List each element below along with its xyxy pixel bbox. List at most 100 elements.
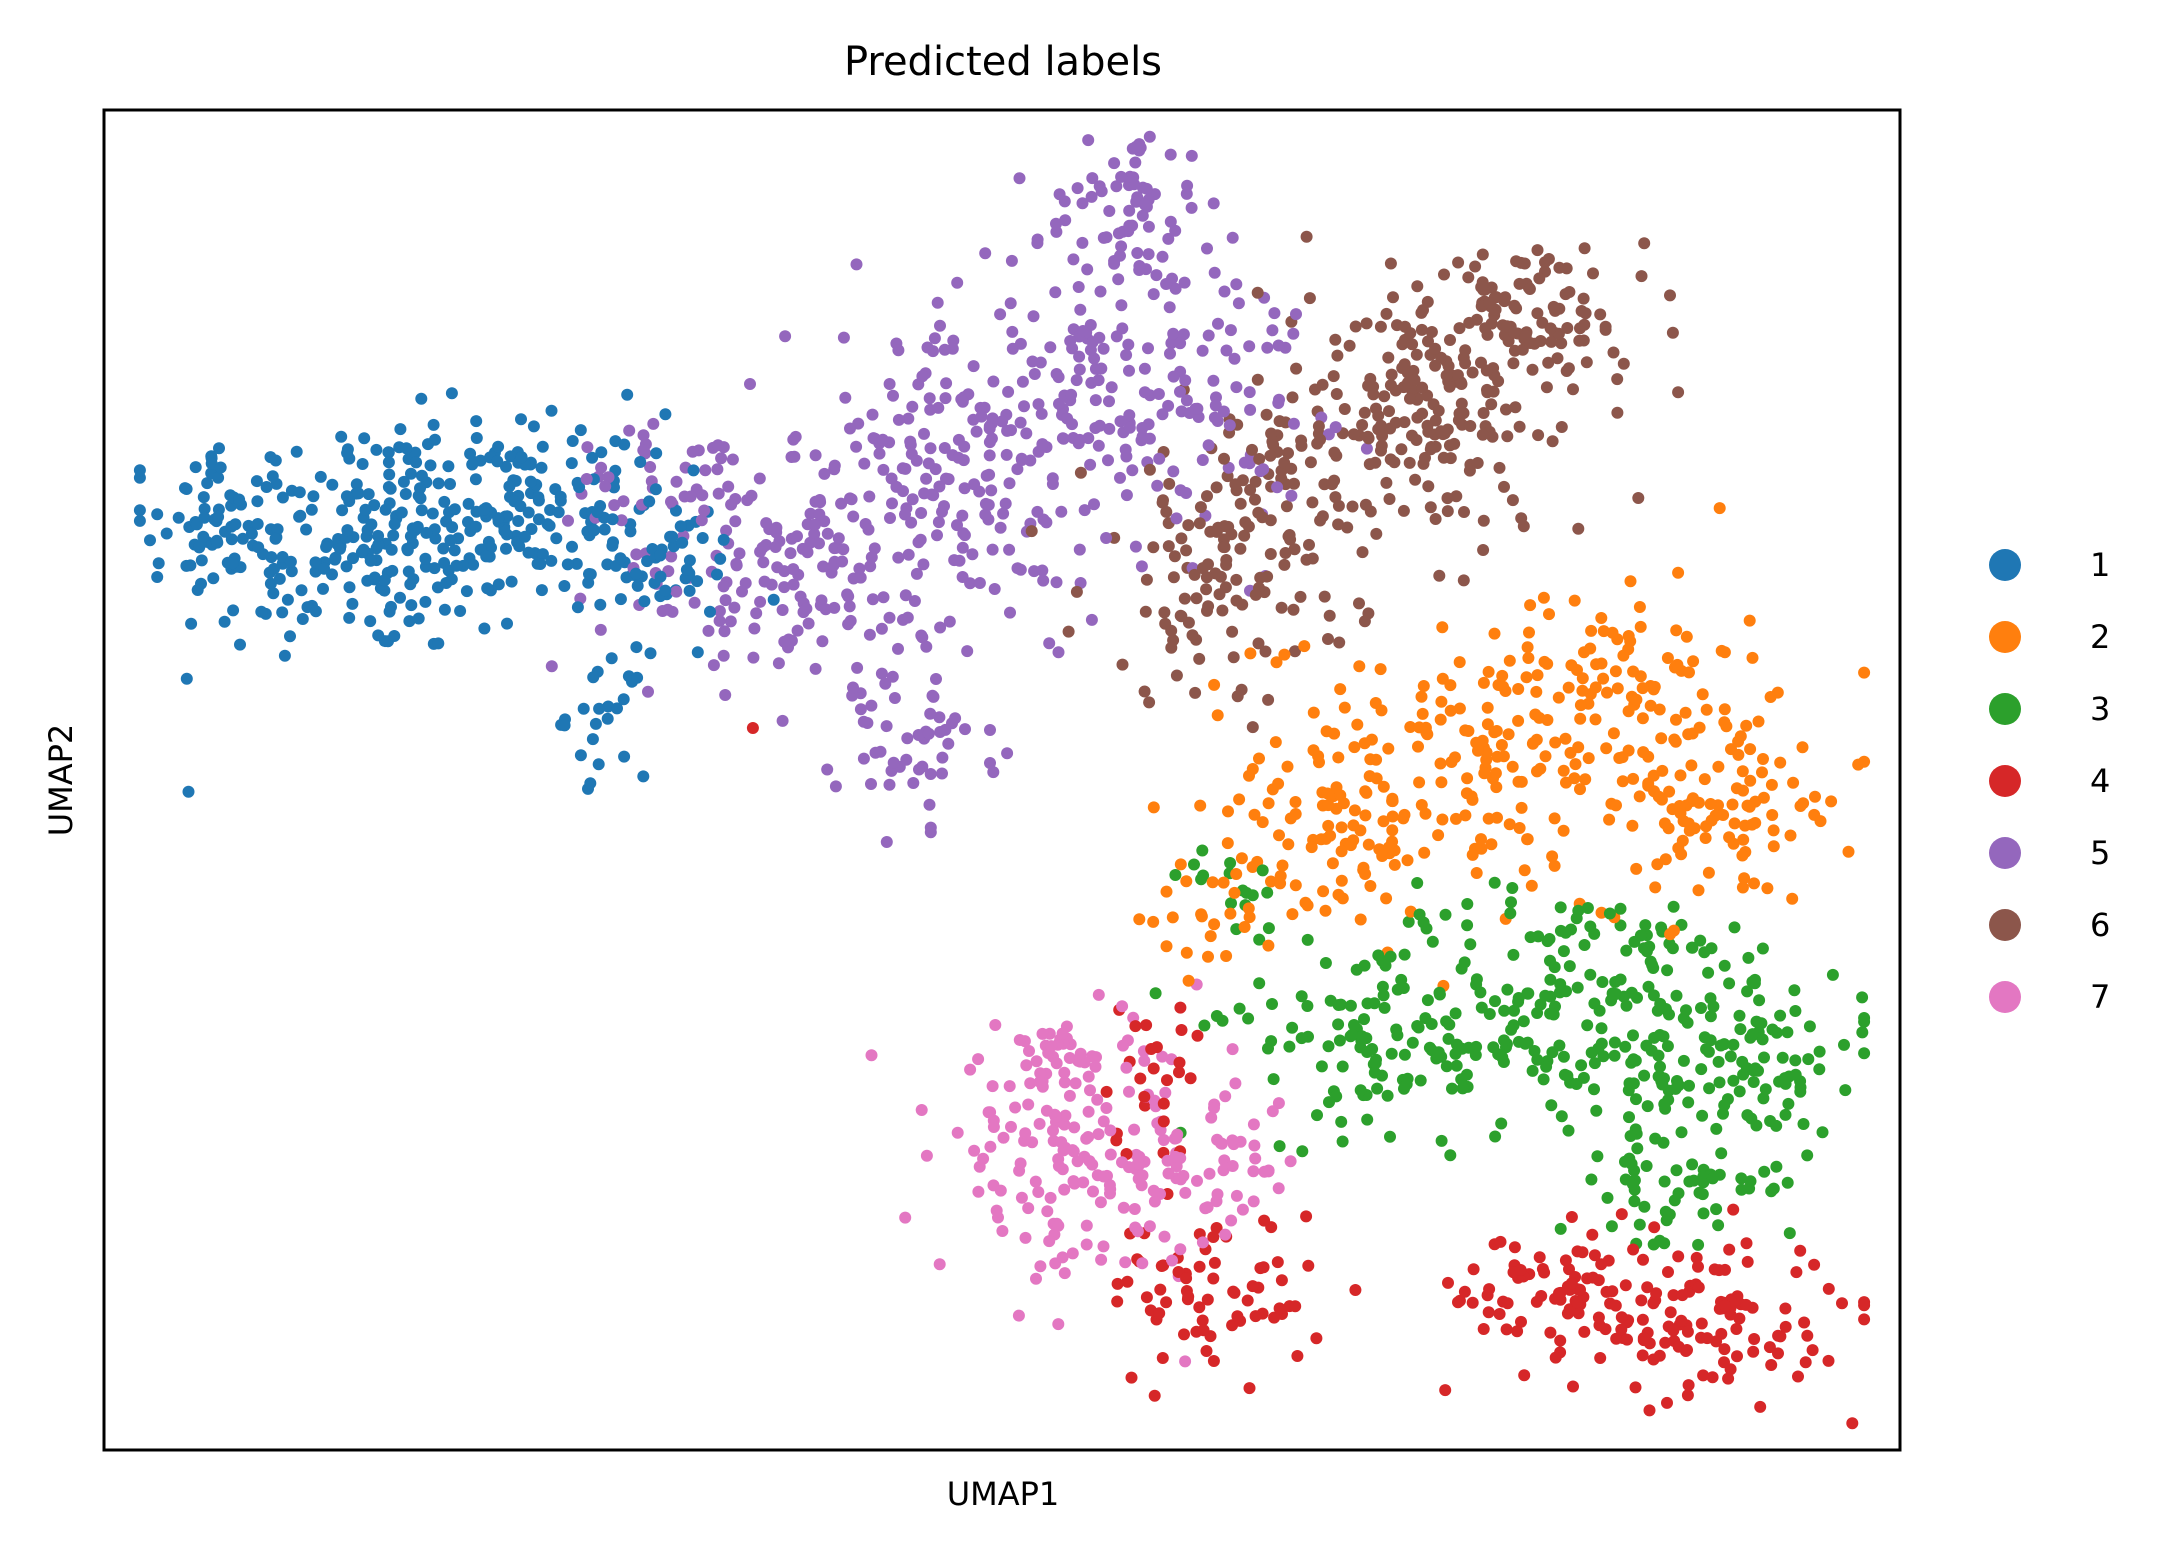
legend-marker-6 xyxy=(1989,909,2021,941)
data-point-5 xyxy=(1027,310,1040,323)
data-point-5 xyxy=(988,583,1001,595)
data-point-5 xyxy=(863,490,876,503)
data-point-3 xyxy=(1385,1047,1398,1060)
data-point-3 xyxy=(1661,1040,1674,1053)
data-point-7 xyxy=(1128,1123,1141,1136)
data-point-1 xyxy=(608,481,620,494)
data-point-1 xyxy=(198,502,211,515)
data-point-5 xyxy=(1243,340,1256,353)
data-point-2 xyxy=(1565,659,1578,672)
data-point-2 xyxy=(1548,812,1561,825)
data-point-3 xyxy=(1698,946,1711,959)
data-point-7 xyxy=(865,1049,878,1062)
data-point-1 xyxy=(438,495,451,508)
data-point-3 xyxy=(1680,1004,1692,1017)
data-point-5 xyxy=(943,615,956,628)
data-point-5 xyxy=(936,751,949,764)
data-point-6 xyxy=(1372,423,1385,436)
data-point-7 xyxy=(1132,1157,1144,1170)
data-point-6 xyxy=(1218,541,1231,554)
data-point-1 xyxy=(503,480,516,493)
data-point-5 xyxy=(1006,325,1019,338)
data-point-5 xyxy=(712,439,724,452)
data-point-7 xyxy=(1092,988,1105,1001)
data-point-6 xyxy=(1328,446,1341,459)
data-point-4 xyxy=(1184,1072,1197,1085)
data-point-4 xyxy=(1676,1289,1689,1302)
data-point-6 xyxy=(1458,506,1470,518)
data-point-6 xyxy=(1070,585,1083,598)
data-point-5 xyxy=(902,412,915,425)
data-point-5 xyxy=(821,527,834,540)
data-point-6 xyxy=(1356,419,1369,431)
data-point-5 xyxy=(966,548,979,561)
legend-label-6: 6 xyxy=(2090,906,2110,944)
data-point-2 xyxy=(1435,776,1448,789)
data-point-4 xyxy=(1571,1296,1584,1309)
data-point-1 xyxy=(133,514,146,527)
data-point-5 xyxy=(1094,285,1107,298)
data-point-2 xyxy=(1538,655,1551,668)
data-point-5 xyxy=(1207,374,1220,387)
data-point-6 xyxy=(1186,629,1199,642)
data-point-3 xyxy=(1584,968,1597,981)
data-point-1 xyxy=(266,470,279,483)
data-point-5 xyxy=(1174,337,1187,350)
data-point-6 xyxy=(1599,323,1612,336)
data-point-5 xyxy=(647,417,660,430)
data-point-2 xyxy=(1767,840,1780,853)
data-point-6 xyxy=(1526,363,1539,376)
data-point-5 xyxy=(771,561,784,574)
data-point-5 xyxy=(892,551,905,564)
data-point-1 xyxy=(317,582,329,595)
data-point-2 xyxy=(1206,876,1219,889)
data-point-3 xyxy=(1571,981,1584,994)
data-point-2 xyxy=(1673,800,1686,812)
data-point-1 xyxy=(654,549,667,562)
data-point-1 xyxy=(535,461,548,474)
data-point-4 xyxy=(1533,1251,1546,1264)
data-point-4 xyxy=(1111,1277,1124,1290)
data-point-4 xyxy=(1182,1290,1195,1303)
data-point-7 xyxy=(1136,1257,1149,1270)
data-point-6 xyxy=(1332,518,1345,531)
data-point-5 xyxy=(1112,273,1125,286)
data-point-3 xyxy=(1627,1029,1639,1042)
data-point-4 xyxy=(1727,1203,1740,1216)
data-point-1 xyxy=(558,580,571,592)
data-point-3 xyxy=(1649,1132,1662,1145)
data-point-2 xyxy=(1298,640,1311,653)
data-point-2 xyxy=(1475,833,1487,846)
data-point-2 xyxy=(1262,797,1275,810)
data-point-4 xyxy=(1452,1296,1464,1309)
data-point-5 xyxy=(1001,747,1014,760)
data-point-5 xyxy=(906,400,919,413)
data-point-3 xyxy=(1332,1018,1345,1031)
data-point-6 xyxy=(1327,370,1340,383)
data-point-5 xyxy=(784,547,797,560)
data-point-7 xyxy=(1116,1156,1128,1169)
data-point-6 xyxy=(1259,645,1272,658)
data-point-1 xyxy=(491,455,504,468)
data-point-1 xyxy=(285,565,298,578)
data-point-6 xyxy=(1346,500,1359,513)
data-point-2 xyxy=(1661,652,1674,664)
data-point-6 xyxy=(1156,496,1169,509)
data-point-6 xyxy=(1341,521,1354,534)
data-point-3 xyxy=(1670,1164,1683,1177)
data-point-6 xyxy=(1138,685,1151,698)
data-point-5 xyxy=(1089,394,1102,407)
data-point-6 xyxy=(1594,308,1607,321)
data-point-3 xyxy=(1770,1160,1783,1173)
data-point-5 xyxy=(984,757,996,769)
data-point-1 xyxy=(318,562,331,575)
data-point-5 xyxy=(760,517,773,530)
data-point-2 xyxy=(1351,718,1364,731)
data-point-5 xyxy=(1169,224,1182,237)
data-point-4 xyxy=(1637,1332,1650,1345)
data-point-7 xyxy=(1022,1202,1035,1215)
data-point-4 xyxy=(1231,1310,1244,1323)
data-point-1 xyxy=(352,487,365,500)
data-point-4 xyxy=(1740,1237,1753,1250)
